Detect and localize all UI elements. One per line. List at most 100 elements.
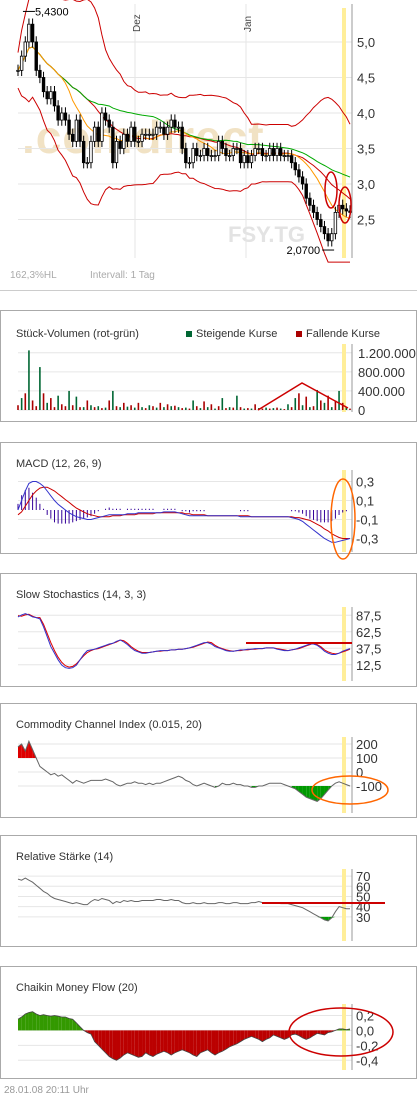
volume-bar [192, 400, 194, 410]
candle-body [19, 55, 24, 71]
rsi-y-tick: 60 [356, 879, 370, 894]
rsi-frame [0, 835, 417, 947]
volume-bar [20, 398, 23, 410]
candle-body [341, 204, 345, 210]
volume-bar [108, 400, 111, 410]
cci-y-tick: -100 [356, 779, 382, 794]
candle-body [308, 197, 312, 206]
volume-bar [195, 406, 198, 410]
candle-body [264, 155, 268, 157]
cci-oversold-fill [215, 786, 219, 788]
legend-down-swatch [296, 330, 302, 337]
cci-y-tick: 200 [356, 737, 378, 752]
cmf-area-segment [244, 1030, 248, 1040]
volume-bar [170, 406, 173, 410]
cmf-area-segment [302, 1030, 307, 1040]
volume-bar [236, 395, 238, 410]
cmf-area-segment [58, 1016, 62, 1031]
volume-bar [50, 398, 52, 410]
volume-bar [312, 406, 315, 410]
cmf-area-segment [204, 1030, 208, 1052]
volume-bar [126, 406, 129, 410]
volume-bar [254, 404, 256, 410]
volume-y-tick: 800.000 [358, 365, 405, 380]
candle-body [45, 91, 49, 100]
cmf-area-segment [222, 1030, 226, 1052]
cci-oversold-fill [324, 786, 329, 795]
highlight-stripe [342, 344, 346, 412]
candle-body [304, 183, 308, 199]
candle-body [297, 169, 301, 178]
candle-body [257, 148, 261, 150]
sma-short [17, 46, 351, 219]
volume-chart: 1.200.000 800.000 400.000 0 [17, 344, 416, 418]
candle-body [300, 176, 305, 185]
macd-signal-line [17, 486, 350, 539]
stoch-signal-line [17, 613, 351, 668]
volume-bar [174, 405, 176, 410]
candle-body [89, 140, 93, 164]
cmf-area-segment [236, 1030, 241, 1044]
cmf-area-segment [65, 1016, 70, 1031]
volume-bar [276, 407, 278, 410]
candle-body [333, 211, 338, 235]
cci-overbought-fill [18, 744, 22, 758]
candle-body [23, 41, 27, 57]
cmf-area-segment [225, 1030, 230, 1050]
cmf-area-segment [43, 1014, 48, 1031]
volume-bar [97, 406, 100, 410]
cmf-chart: 0,20,0-0,2-0,4 [17, 1004, 394, 1070]
volume-bar [265, 407, 267, 410]
cmf-area-segment [306, 1030, 310, 1040]
cmf-area-segment [36, 1013, 40, 1031]
macd-panel: MACD (12, 26, 9) 0,3 0,1 -0,1 -0,3 [0, 442, 417, 560]
volume-bar [338, 390, 340, 410]
candle-body [293, 162, 297, 171]
candle-body [202, 148, 206, 156]
volume-bar [82, 407, 85, 410]
cmf-area-segment [233, 1030, 237, 1046]
highlight-stripe [342, 8, 346, 258]
candle-body [242, 155, 246, 164]
macd-y-tick: 0,1 [356, 494, 374, 509]
volume-bar [309, 407, 311, 410]
candle-body [180, 126, 184, 149]
volume-bar [24, 393, 27, 410]
candle-body [176, 126, 181, 129]
volume-bar [31, 400, 34, 410]
volume-bar [155, 407, 158, 410]
volume-bar [334, 400, 337, 410]
cci-oversold-fill [295, 786, 299, 792]
candle-body [311, 204, 316, 213]
cmf-y-tick: -0,2 [356, 1038, 378, 1053]
cci-oversold-fill [313, 786, 318, 802]
candle-body [81, 140, 86, 164]
volume-bar [39, 367, 41, 410]
stoch-y-tick: 37,5 [356, 641, 381, 656]
volume-bar [46, 402, 48, 410]
candle-body [30, 23, 35, 43]
cmf-area-segment [116, 1030, 121, 1061]
cmf-area-segment [69, 1018, 73, 1031]
cmf-area-segment [98, 1030, 102, 1050]
cmf-area-segment [182, 1030, 186, 1052]
candle-body [158, 126, 162, 129]
candle-body [85, 162, 90, 165]
candle-body [191, 148, 195, 164]
volume-bar [115, 406, 118, 410]
annotation-ellipse [311, 775, 389, 805]
candle-body [216, 140, 221, 156]
volume-bar [28, 350, 30, 410]
candle-body [49, 91, 53, 100]
cmf-area-segment [189, 1030, 194, 1056]
candle-body [260, 148, 265, 156]
cci-y-tick: 100 [356, 751, 378, 766]
candle-body [63, 112, 68, 121]
candle-body [27, 23, 31, 43]
candle-body [107, 119, 111, 128]
candle-body [67, 119, 71, 135]
volume-bar [203, 401, 205, 410]
candle-body [271, 148, 276, 156]
legend-up-label: Steigende Kurse [196, 328, 278, 340]
cmf-area-segment [120, 1030, 124, 1059]
